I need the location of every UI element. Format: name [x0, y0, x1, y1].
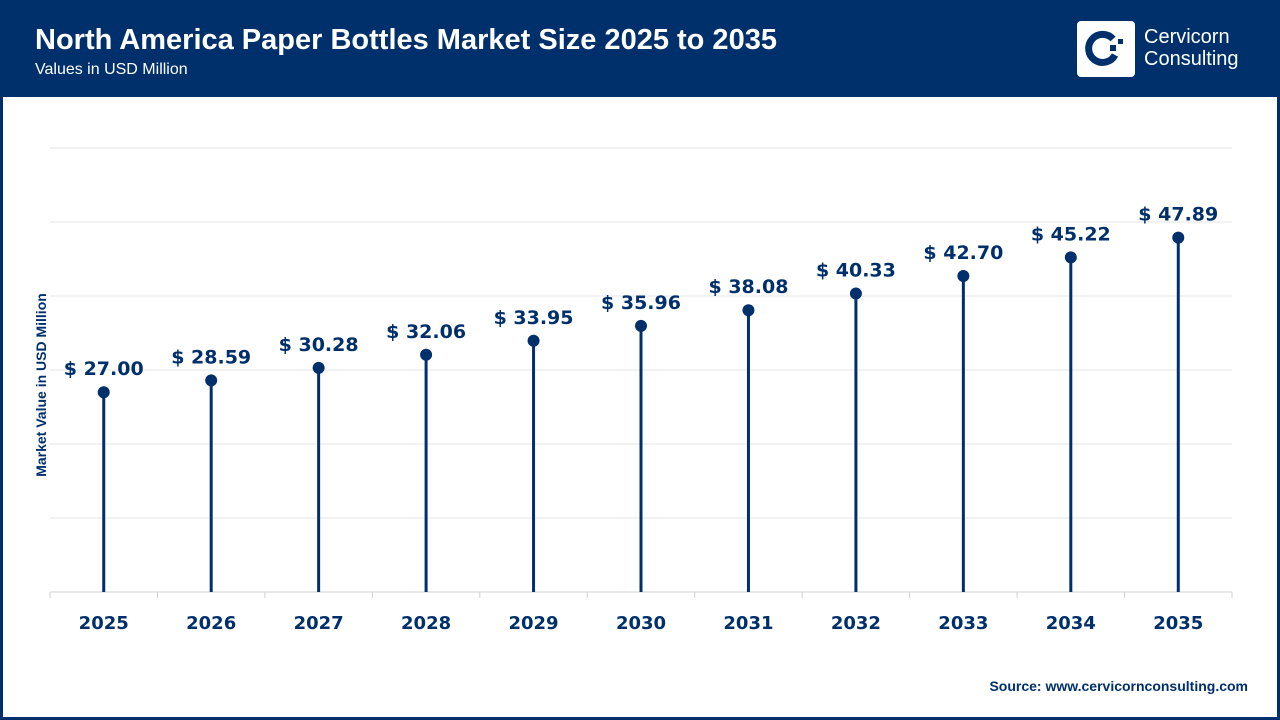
- data-label: $ 45.22: [1031, 223, 1111, 245]
- data-label: $ 27.00: [64, 358, 144, 380]
- lollipop-dot: [635, 319, 647, 332]
- x-tick-label: 2026: [186, 613, 236, 634]
- lollipop-dot: [97, 386, 110, 399]
- logo-text: Cervicorn Consulting: [1144, 26, 1239, 70]
- x-tick-label: 2035: [1153, 613, 1203, 634]
- lollipop-dot: [957, 270, 970, 283]
- data-label: $ 38.08: [708, 276, 788, 298]
- cervicorn-logo-icon: [1077, 21, 1135, 77]
- data-label: $ 35.96: [601, 292, 681, 314]
- data-label: $ 47.89: [1138, 204, 1218, 226]
- data-label: $ 40.33: [816, 260, 896, 282]
- data-label: $ 30.28: [279, 334, 359, 356]
- lollipop-dot: [1172, 231, 1185, 244]
- lollipop-dot: [205, 374, 218, 387]
- data-label: $ 32.06: [386, 321, 466, 343]
- lollipop-dot: [742, 304, 755, 317]
- x-tick-label: 2027: [294, 613, 344, 634]
- chart-subtitle: Values in USD Million: [35, 61, 188, 78]
- source-text: Source: www.cervicornconsulting.com: [989, 678, 1248, 694]
- x-tick-label: 2028: [401, 613, 451, 634]
- data-label: $ 28.59: [171, 346, 251, 368]
- logo-line1: Cervicorn: [1144, 26, 1230, 48]
- x-tick-label: 2032: [831, 613, 881, 634]
- x-tick-label: 2029: [508, 613, 558, 634]
- lollipop-dot: [420, 348, 433, 361]
- header-banner: North America Paper Bottles Market Size …: [0, 0, 1280, 97]
- x-tick-label: 2025: [79, 613, 129, 634]
- x-tick-label: 2031: [723, 613, 773, 634]
- lollipop-dot: [849, 287, 862, 300]
- lollipop-dot: [527, 334, 540, 347]
- x-tick-label: 2030: [616, 613, 666, 634]
- chart-title: North America Paper Bottles Market Size …: [35, 24, 777, 56]
- x-tick-label: 2034: [1046, 613, 1096, 634]
- lollipop-dot: [1064, 251, 1077, 264]
- data-label: $ 42.70: [923, 242, 1003, 264]
- logo-line2: Consulting: [1144, 48, 1239, 70]
- lollipop-dot: [312, 361, 325, 374]
- x-tick-label: 2033: [938, 613, 988, 634]
- data-label: $ 33.95: [494, 307, 574, 329]
